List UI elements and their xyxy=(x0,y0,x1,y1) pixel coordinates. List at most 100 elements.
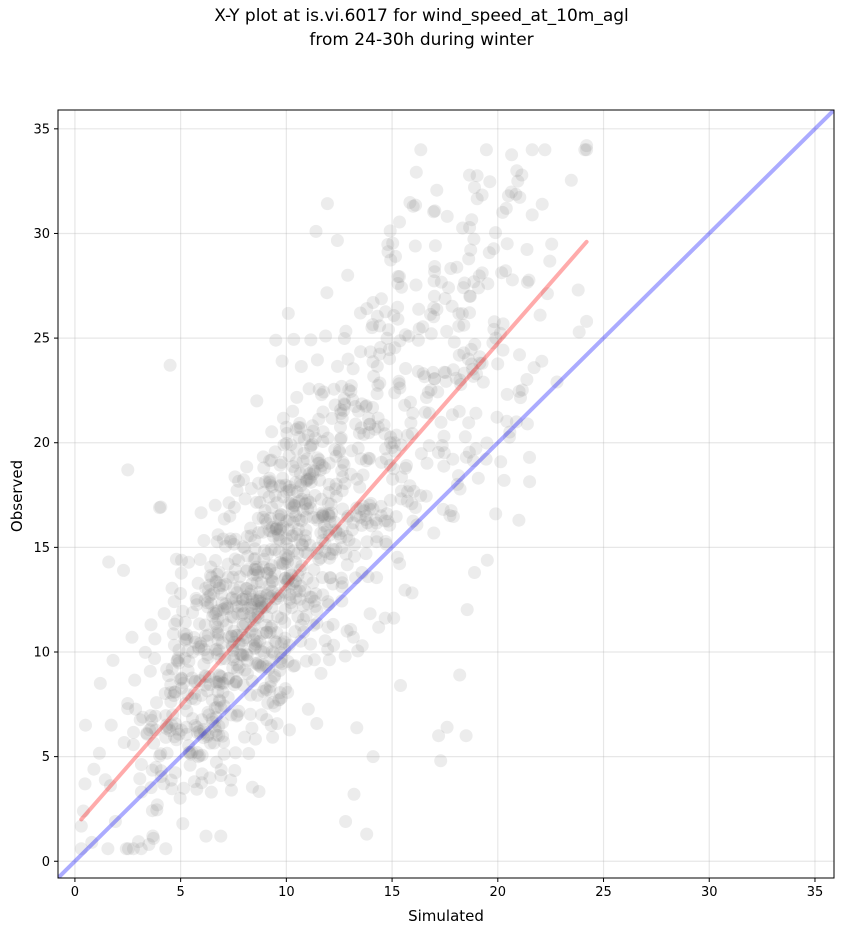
data-point xyxy=(273,686,287,700)
data-point xyxy=(400,494,414,508)
data-point xyxy=(247,633,261,647)
data-point xyxy=(193,749,206,763)
data-point xyxy=(273,589,286,603)
data-point xyxy=(380,507,394,521)
data-point xyxy=(458,430,472,444)
data-point xyxy=(119,842,133,856)
data-point xyxy=(322,508,336,522)
data-point xyxy=(335,594,349,608)
data-point xyxy=(403,479,417,493)
data-point xyxy=(319,329,333,343)
data-point xyxy=(483,175,497,189)
data-point xyxy=(316,588,330,602)
data-point xyxy=(511,174,525,188)
data-point xyxy=(308,489,322,502)
data-point xyxy=(254,660,268,674)
data-point xyxy=(76,804,90,818)
data-point xyxy=(257,646,271,659)
data-point xyxy=(134,785,148,799)
data-point xyxy=(369,513,383,527)
data-point xyxy=(285,483,299,497)
data-point xyxy=(359,547,373,561)
data-point xyxy=(362,451,376,465)
data-point xyxy=(160,662,174,676)
data-point xyxy=(167,595,181,609)
data-point xyxy=(393,215,406,229)
data-point xyxy=(347,787,361,801)
data-point xyxy=(461,352,475,366)
data-point xyxy=(301,493,315,507)
data-point xyxy=(271,610,285,624)
data-point xyxy=(294,618,308,632)
data-point xyxy=(162,669,175,683)
data-point xyxy=(320,197,334,211)
data-point xyxy=(335,524,349,537)
x-tick-label: 15 xyxy=(384,885,401,900)
data-point xyxy=(580,143,594,157)
data-point xyxy=(389,249,402,263)
data-point xyxy=(215,636,229,650)
data-point xyxy=(263,511,277,525)
data-point xyxy=(244,607,258,621)
data-point xyxy=(263,626,277,639)
data-point xyxy=(335,411,349,425)
data-point xyxy=(188,686,202,700)
data-point xyxy=(153,501,166,515)
data-point xyxy=(219,597,233,611)
data-point xyxy=(228,563,242,577)
data-point xyxy=(432,729,446,743)
data-point xyxy=(268,522,282,536)
data-point xyxy=(263,653,277,667)
data-point xyxy=(339,547,353,561)
data-point xyxy=(202,670,216,684)
data-point xyxy=(421,385,435,399)
data-point xyxy=(334,571,348,585)
data-point xyxy=(292,494,306,508)
data-point xyxy=(405,427,419,441)
data-point xyxy=(430,303,444,316)
data-point xyxy=(334,403,348,417)
data-point xyxy=(154,764,168,778)
data-point xyxy=(221,570,235,584)
data-point xyxy=(216,729,230,743)
data-point xyxy=(227,624,241,638)
data-point xyxy=(464,243,478,257)
data-point xyxy=(236,678,250,692)
data-point xyxy=(202,590,216,604)
data-point xyxy=(301,502,315,516)
data-point xyxy=(251,568,264,582)
data-point xyxy=(302,472,316,486)
data-point xyxy=(276,490,290,504)
y-tick-label: 15 xyxy=(33,541,50,556)
data-point xyxy=(230,586,244,600)
data-point xyxy=(313,463,327,477)
data-point xyxy=(406,406,420,420)
data-point xyxy=(212,675,226,689)
data-point xyxy=(520,373,534,386)
data-point xyxy=(245,600,259,614)
data-point xyxy=(273,664,287,677)
data-point xyxy=(360,827,374,841)
data-point xyxy=(420,456,434,470)
data-point xyxy=(383,493,397,507)
data-point xyxy=(374,292,388,306)
data-point xyxy=(182,739,196,753)
data-point xyxy=(344,379,358,393)
data-point xyxy=(383,518,397,532)
data-point xyxy=(458,276,472,290)
data-point xyxy=(288,625,302,639)
data-point xyxy=(255,708,268,722)
data-point xyxy=(160,718,174,732)
data-point xyxy=(466,454,480,468)
data-point xyxy=(74,842,88,856)
data-point xyxy=(240,582,254,596)
data-point xyxy=(265,501,279,514)
data-point xyxy=(150,798,164,812)
data-point xyxy=(293,416,307,430)
data-point xyxy=(264,718,278,732)
x-tick-label: 30 xyxy=(701,885,718,900)
data-point xyxy=(145,713,159,727)
data-point xyxy=(427,526,441,540)
x-tick-label: 20 xyxy=(490,885,507,900)
data-point xyxy=(297,625,311,639)
